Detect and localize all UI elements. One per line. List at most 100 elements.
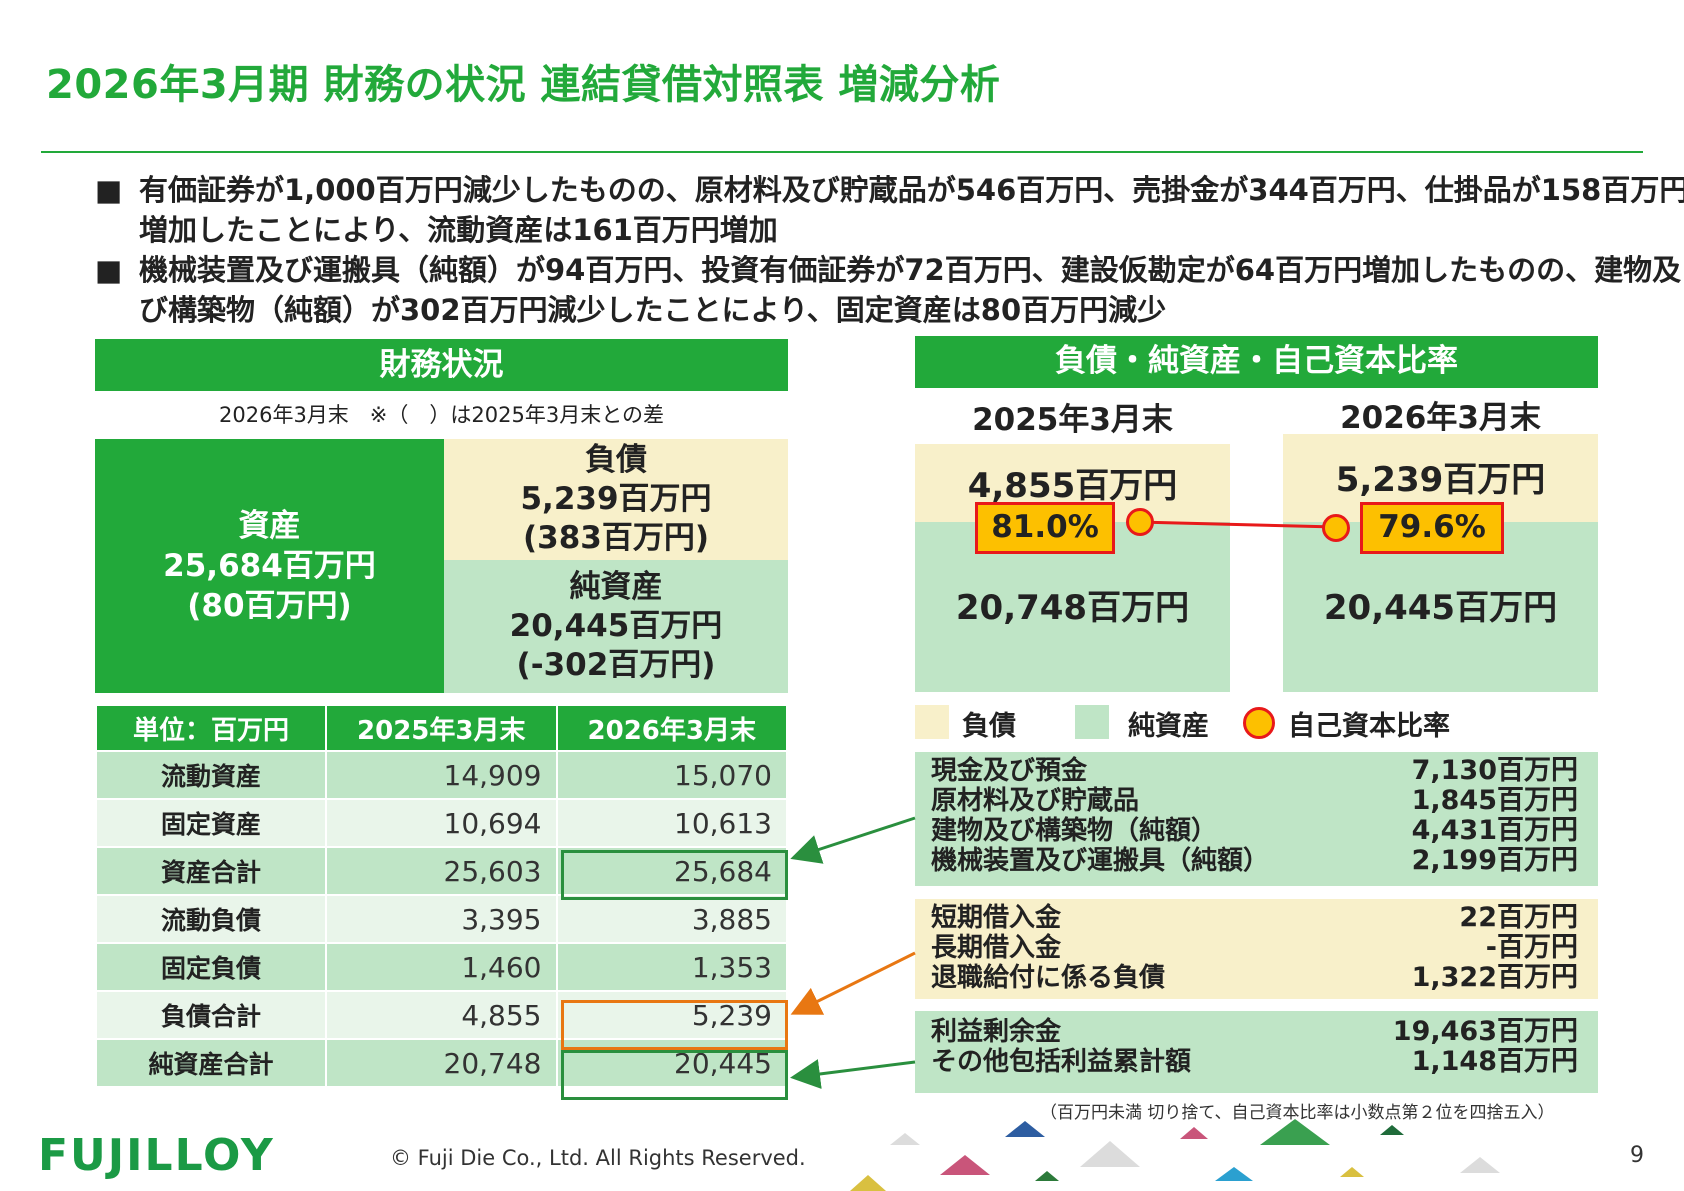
table-row: 固定資産 10,694 10,613 [95,798,788,848]
bar-2026-net-assets-value: 20,445百万円 [1323,588,1558,628]
ratio-trend-line [1139,520,1337,529]
detail-value: 1,148百万円 [1411,1046,1578,1077]
balance-sheet-table: 単位：百万円 2025年3月末 2026年3月末 流動資産 14,909 15,… [95,704,788,1088]
value-2026: 3,885 [555,894,788,944]
legend-liabilities-swatch [915,705,949,739]
detail-value: 1,322百万円 [1411,962,1578,993]
row-label: 純資産合計 [95,1038,327,1088]
bar-2025-net-assets-value: 20,748百万円 [955,588,1190,628]
table-row: 流動負債 3,395 3,885 [95,894,788,944]
liabilities-diff: (383百万円) [522,520,710,556]
bar-2026-liabilities-value: 5,239百万円 [1335,460,1546,500]
assets-value: 25,684百万円 [163,548,376,584]
legend-ratio-dot-icon [1243,707,1275,739]
table-row: 固定負債 1,460 1,353 [95,942,788,992]
detail-label: 原材料及び貯蔵品 [931,786,1140,816]
table-header-row: 単位：百万円 2025年3月末 2026年3月末 [95,704,788,752]
detail-label: 長期借入金 [931,933,1062,963]
legend-liabilities-label: 負債 [962,711,1016,742]
bullet-square-icon: ■ [95,173,123,207]
row-label: 固定負債 [95,942,327,992]
assets-diff: (80百万円) [187,588,352,624]
ratio-dot-2025 [1126,508,1154,536]
detail-label: 短期借入金 [931,903,1062,933]
detail-value: 2,199百万円 [1411,845,1578,876]
liabilities-detail-box: 短期借入金 22百万円 長期借入金 -百万円 退職給付に係る負債 1,322百万円 [915,899,1598,999]
balance-assets-block: 資産 25,684百万円 (80百万円) [95,439,444,693]
detail-label: 退職給付に係る負債 [931,963,1166,993]
bullet-1: ■ 有価証券が1,000百万円減少したものの、原材料及び貯蔵品が546百万円、売… [95,170,1684,250]
detail-row: 退職給付に係る負債 1,322百万円 [915,962,1598,994]
legend-net-assets-label: 純資産 [1128,711,1209,742]
year-label-2025: 2025年3月末 [972,402,1173,438]
table-row: 負債合計 4,855 5,239 [95,990,788,1040]
detail-label: その他包括利益累計額 [931,1047,1192,1077]
row-label: 流動資産 [95,750,327,800]
table-row: 純資産合計 20,748 20,445 [95,1038,788,1088]
detail-row: 機械装置及び運搬具（純額） 2,199百万円 [915,845,1598,877]
equity-detail-box: 利益剰余金 19,463百万円 その他包括利益累計額 1,148百万円 [915,1011,1598,1093]
assets-detail-box: 現金及び預金 7,130百万円 原材料及び貯蔵品 1,845百万円 建物及び構築物（… [915,752,1598,886]
total-net-assets-highlight [561,1050,788,1100]
table-row: 流動資産 14,909 15,070 [95,750,788,800]
company-logo: FUJILLOY [38,1130,275,1181]
detail-value: -百万円 [1485,932,1578,963]
detail-value: 7,130百万円 [1411,755,1578,786]
value-2026: 15,070 [555,750,788,800]
row-label: 負債合計 [95,990,327,1040]
net-assets-label: 純資産 [569,569,663,605]
detail-label: 現金及び預金 [931,756,1088,786]
value-2025: 3,395 [325,894,558,944]
assets-label: 資産 [238,508,301,544]
bullet-square-icon: ■ [95,253,123,287]
bullet-2-text: 機械装置及び運搬具（純額）が94百万円、投資有価証券が72百万円、建設仮勘定が6… [139,253,1682,327]
table-header-unit: 単位：百万円 [95,704,327,752]
arrow-assets [790,816,916,864]
bar-2025-liabilities-value: 4,855百万円 [967,466,1178,506]
value-2026: 1,353 [555,942,788,992]
value-2026: 10,613 [555,798,788,848]
total-assets-highlight [561,850,788,900]
detail-value: 22百万円 [1459,902,1578,933]
value-2026: 5,239 [555,990,788,1040]
balance-liabilities-block: 負債 5,239百万円 (383百万円) [444,439,788,560]
financial-status-note: 2026年3月末 ※（ ）は2025年3月末との差 [219,403,664,427]
detail-row: 短期借入金 22百万円 [915,902,1598,934]
value-2025: 1,460 [325,942,558,992]
detail-row: 現金及び預金 7,130百万円 [915,755,1598,787]
financial-status-header: 財務状況 [95,339,788,391]
page-number: 9 [1630,1143,1644,1168]
copyright: © Fuji Die Co., Ltd. All Rights Reserved… [390,1146,806,1170]
value-2025: 25,603 [325,846,558,896]
detail-label: 利益剰余金 [931,1017,1062,1047]
ratio-2025: 81.0% [975,502,1115,554]
net-assets-value: 20,445百万円 [509,608,723,644]
bullet-1-text: 有価証券が1,000百万円減少したものの、原材料及び貯蔵品が546百万円、売掛金… [139,173,1684,247]
table-header-2026: 2026年3月末 [555,704,788,752]
legend-ratio-label: 自己資本比率 [1288,711,1450,742]
decorative-triangles [850,1119,1500,1191]
row-label: 固定資産 [95,798,327,848]
detail-value: 19,463百万円 [1392,1016,1578,1047]
value-2026: 25,684 [555,846,788,896]
legend-net-assets-swatch [1075,705,1109,739]
detail-row: その他包括利益累計額 1,148百万円 [915,1046,1598,1078]
value-2025: 20,748 [325,1038,558,1088]
arrow-liabilities [790,951,916,1015]
row-label: 資産合計 [95,846,327,896]
arrow-equity [790,1059,916,1089]
detail-label: 建物及び構築物（純額） [931,816,1218,846]
liabilities-value: 5,239百万円 [520,481,712,517]
net-assets-diff: (-302百万円) [516,647,716,683]
rounding-footnote: （百万円未満 切り捨て、自己資本比率は小数点第２位を四捨五入） [1040,1103,1555,1123]
total-liabilities-highlight [561,1000,788,1050]
detail-row: 利益剰余金 19,463百万円 [915,1016,1598,1048]
year-label-2026: 2026年3月末 [1340,400,1541,436]
ratio-dot-2026 [1322,514,1350,542]
page-title: 2026年3月期 財務の状況 連結貸借対照表 増減分析 [46,62,1001,108]
title-divider [41,151,1643,153]
detail-label: 機械装置及び運搬具（純額） [931,846,1270,876]
detail-row: 長期借入金 -百万円 [915,932,1598,964]
